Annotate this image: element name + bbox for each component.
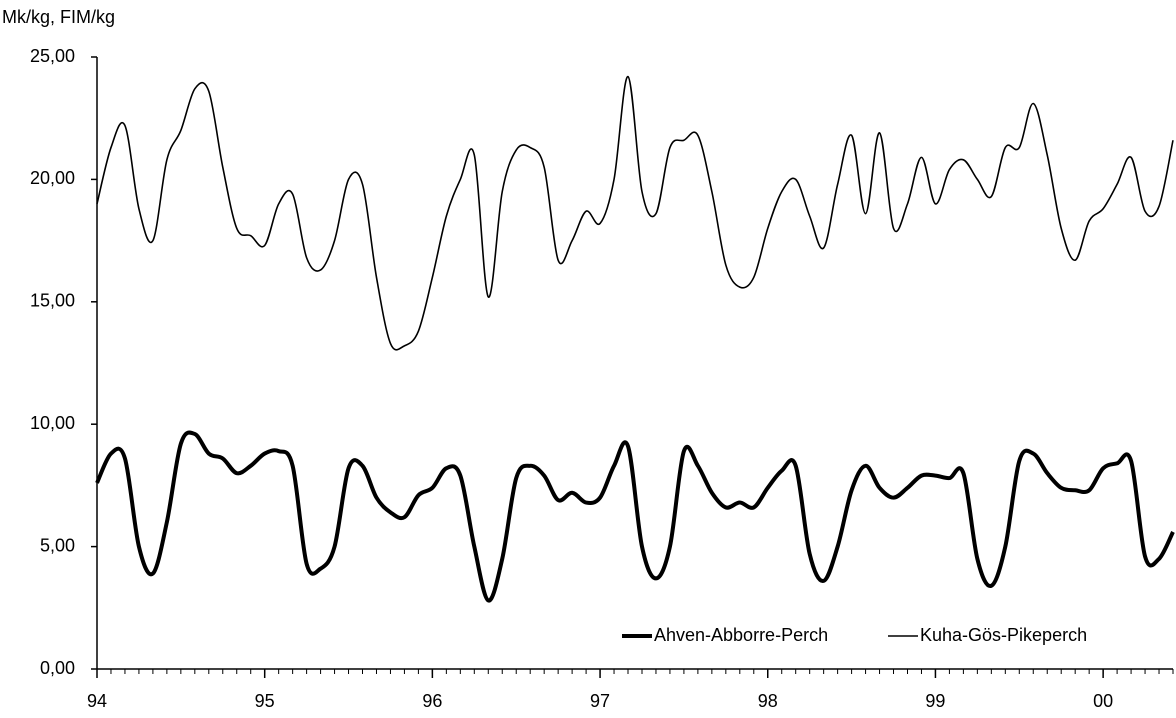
x-tick-label: 94: [87, 691, 107, 711]
y-tick-label: 15,00: [30, 291, 75, 311]
series-line: [95, 430, 1175, 603]
y-tick-label: 25,00: [30, 46, 75, 66]
y-tick-label: 20,00: [30, 168, 75, 188]
legend-label: Ahven-Abborre-Perch: [654, 625, 828, 645]
y-tick-label: 0,00: [40, 658, 75, 678]
x-tick-label: 97: [590, 691, 610, 711]
x-tick-label: 99: [925, 691, 945, 711]
y-axis-label: Mk/kg, FIM/kg: [2, 7, 115, 27]
y-tick-label: 10,00: [30, 413, 75, 433]
x-tick-label: 95: [255, 691, 275, 711]
x-tick-label: 98: [758, 691, 778, 711]
y-tick-label: 5,00: [40, 535, 75, 555]
series-line: [96, 75, 1174, 351]
x-tick-label: 00: [1093, 691, 1113, 711]
x-tick-label: 96: [422, 691, 442, 711]
legend-label: Kuha-Gös-Pikeperch: [920, 625, 1087, 645]
